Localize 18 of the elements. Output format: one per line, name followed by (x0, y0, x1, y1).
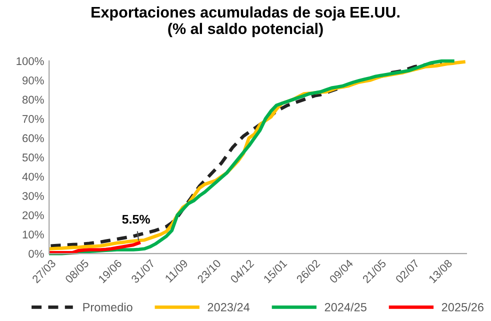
y-tick-label: 70% (22, 115, 44, 123)
y-tick-label: 0% (28, 250, 44, 258)
y-tick-label: 80% (22, 96, 44, 104)
y-tick-label: 50% (22, 154, 44, 162)
legend-label: Promedio (83, 302, 132, 312)
y-tick-label: 100% (16, 57, 44, 66)
y-tick-label: 40% (22, 172, 44, 181)
y-tick-label: 10% (22, 230, 44, 238)
y-tick-label: 30% (22, 192, 44, 200)
y-tick-label: 90% (22, 76, 44, 84)
chart-title: Exportaciones acumuladas de soja EE.UU. (% al saldo potencial) (92, 6, 400, 38)
annotation: 5.5% (122, 214, 150, 224)
legend-label: 2025/26 (442, 302, 484, 312)
y-tick-label: 20% (22, 211, 44, 220)
legend-label: 2023/24 (208, 302, 250, 312)
y-tick-label: 60% (22, 134, 44, 142)
line-series (49, 241, 141, 254)
legend-label: 2024/25 (324, 302, 366, 312)
